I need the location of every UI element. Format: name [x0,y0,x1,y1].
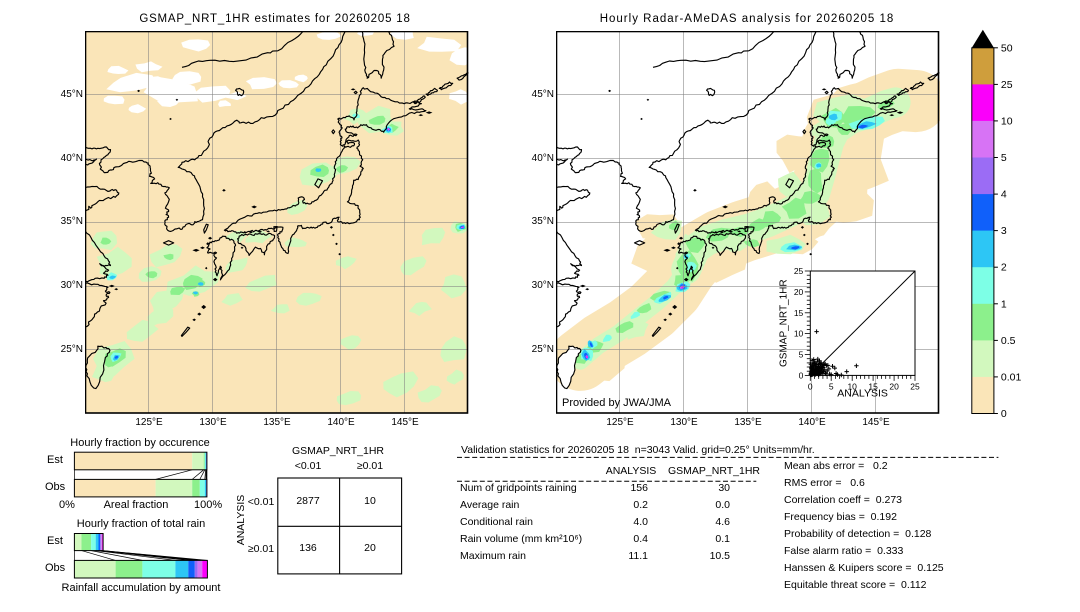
svg-text:25: 25 [1001,79,1013,91]
svg-text:5: 5 [1001,152,1007,164]
svg-text:0.01: 0.01 [1001,371,1022,383]
svg-text:3: 3 [1001,225,1007,237]
svg-text:20: 20 [794,287,804,297]
svg-text:25: 25 [910,381,920,391]
svg-text:2: 2 [1001,262,1007,274]
svg-text:ANALYSIS: ANALYSIS [837,387,888,399]
svg-text:0: 0 [1001,408,1007,420]
svg-text:0: 0 [799,370,804,380]
svg-text:50: 50 [1001,42,1013,54]
svg-text:10: 10 [1001,115,1013,127]
svg-text:25: 25 [794,266,804,276]
svg-text:GSMAP_NRT_1HR: GSMAP_NRT_1HR [778,279,789,367]
svg-text:0: 0 [808,381,813,391]
svg-text:4: 4 [1001,189,1007,201]
svg-text:5: 5 [799,350,804,360]
svg-text:15: 15 [794,308,804,318]
svg-text:0.5: 0.5 [1001,335,1016,347]
svg-text:10: 10 [794,329,804,339]
svg-text:10: 10 [847,381,857,391]
svg-text:5: 5 [829,381,834,391]
svg-text:20: 20 [889,381,899,391]
svg-text:15: 15 [868,381,878,391]
svg-text:1: 1 [1001,298,1007,310]
